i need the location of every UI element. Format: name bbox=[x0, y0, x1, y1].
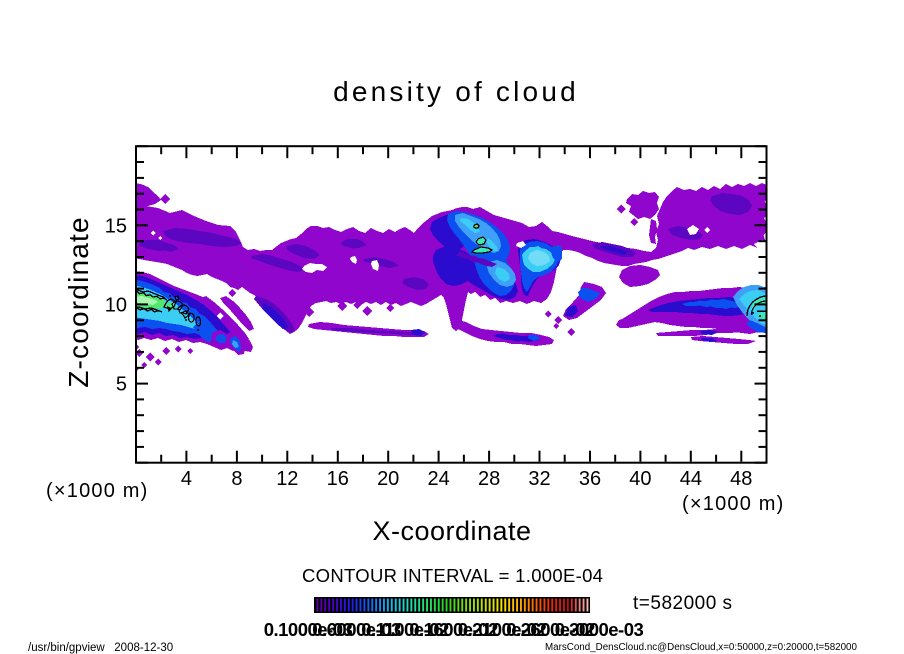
svg-text:0.6000e-03: 0.6000e-03 bbox=[312, 619, 401, 640]
svg-text:8: 8 bbox=[231, 468, 242, 490]
svg-text:15: 15 bbox=[105, 215, 127, 237]
svg-text:12: 12 bbox=[276, 468, 298, 490]
svg-text:5: 5 bbox=[116, 374, 127, 396]
svg-text:Z-coordinate: Z-coordinate bbox=[63, 216, 94, 388]
svg-text:16: 16 bbox=[327, 468, 349, 490]
svg-text:0.3000e-03: 0.3000e-03 bbox=[555, 619, 644, 640]
svg-text:48: 48 bbox=[730, 468, 752, 490]
svg-text:t=582000 s: t=582000 s bbox=[633, 593, 733, 614]
svg-text:CONTOUR INTERVAL = 1.000E-04: CONTOUR INTERVAL = 1.000E-04 bbox=[302, 565, 603, 586]
svg-text:40: 40 bbox=[629, 468, 651, 490]
svg-text:44: 44 bbox=[680, 468, 702, 490]
svg-text:density of cloud: density of cloud bbox=[333, 76, 579, 107]
svg-text:MarsCond_DensCloud.nc@DensClou: MarsCond_DensCloud.nc@DensCloud,x=0:5000… bbox=[545, 642, 858, 653]
svg-text:36: 36 bbox=[579, 468, 601, 490]
svg-text:(×1000 m): (×1000 m) bbox=[46, 480, 149, 502]
svg-text:24: 24 bbox=[428, 468, 450, 490]
svg-text:32: 32 bbox=[528, 468, 550, 490]
svg-text:20: 20 bbox=[377, 468, 399, 490]
svg-text:0.1600e-02: 0.1600e-02 bbox=[409, 619, 498, 640]
svg-text:(×1000 m): (×1000 m) bbox=[682, 493, 785, 515]
svg-text:0.2100e-02: 0.2100e-02 bbox=[458, 619, 547, 640]
svg-text:28: 28 bbox=[478, 468, 500, 490]
svg-text:10: 10 bbox=[105, 294, 127, 316]
svg-text:/usr/bin/gpview 2008-12-30: /usr/bin/gpview 2008-12-30 bbox=[28, 642, 173, 654]
svg-text:X-coordinate: X-coordinate bbox=[372, 516, 531, 546]
svg-text:4: 4 bbox=[181, 468, 192, 490]
svg-text:0.1000e-03: 0.1000e-03 bbox=[264, 619, 353, 640]
svg-text:0.2600e-02: 0.2600e-02 bbox=[506, 619, 595, 640]
svg-text:0.1100e-02: 0.1100e-02 bbox=[361, 619, 449, 640]
